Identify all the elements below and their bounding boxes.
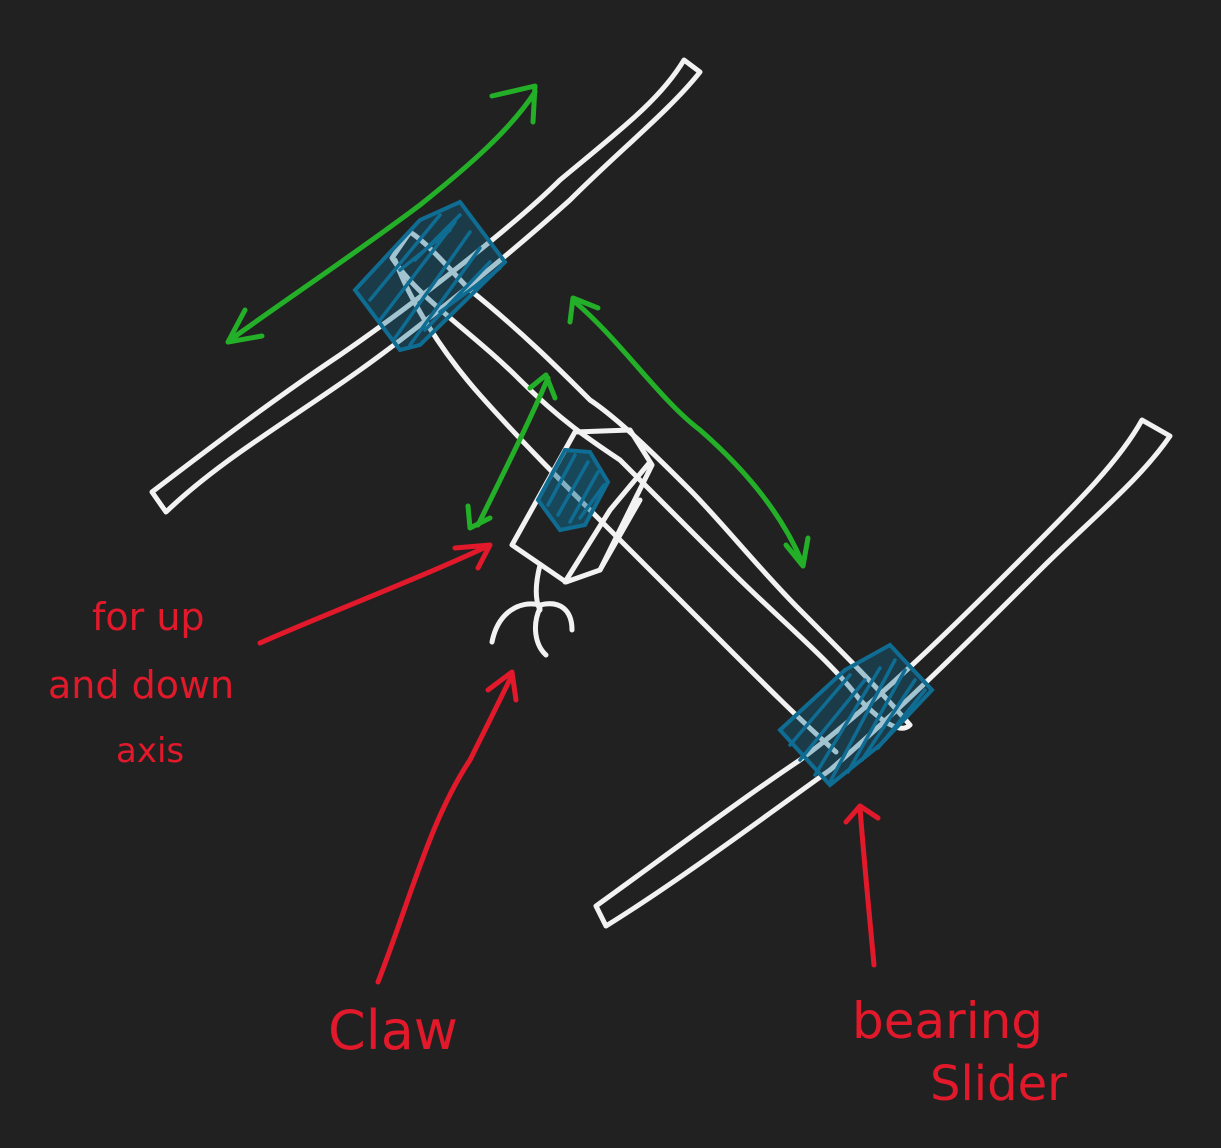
up-down-axis-label-line1: for up xyxy=(92,595,205,639)
vertical-axis-motion-arrow xyxy=(465,372,558,531)
claw xyxy=(489,562,575,658)
claw-pointer-arrow xyxy=(375,669,519,985)
z-axis-carriage xyxy=(509,427,655,585)
upper-rail xyxy=(149,57,703,515)
gantry-beam xyxy=(389,229,913,731)
bearing-slider-label-line1: bearing xyxy=(852,992,1044,1050)
lower-bearing-slider xyxy=(777,642,935,788)
upper-rail-motion-arrow xyxy=(225,83,538,345)
bearing-slider-label-line2: Slider xyxy=(930,1056,1067,1112)
upper-bearing-slider xyxy=(352,199,508,353)
gantry-beam-inner-edge xyxy=(392,257,839,755)
bearing-slider-pointer-arrow xyxy=(843,803,881,968)
up-down-pointer-arrow xyxy=(257,542,493,646)
claw-label: Claw xyxy=(328,999,458,1062)
up-down-axis-label-line2: and down xyxy=(48,663,235,707)
gantry-motion-arrow xyxy=(567,295,811,569)
up-down-axis-label-line3: axis xyxy=(116,731,185,771)
